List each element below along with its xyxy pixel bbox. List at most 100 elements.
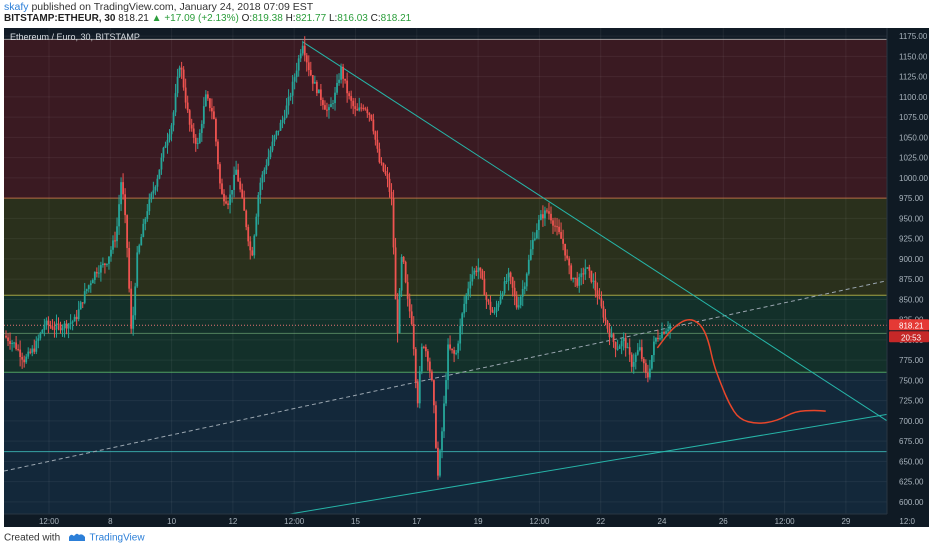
x-tick-label: 10	[167, 517, 176, 526]
x-tick-label: 29	[841, 517, 850, 526]
candle-body	[636, 350, 639, 355]
candle-body	[164, 145, 167, 148]
candle-body	[447, 344, 449, 381]
candle-body	[578, 277, 581, 286]
candle-body	[243, 197, 246, 211]
candle-body	[233, 174, 235, 191]
price-chart[interactable]: 600.00 625.00 650.00 675.00 700.00 725.00 750.…	[4, 28, 929, 527]
candle-body	[142, 223, 145, 237]
candle-body	[402, 256, 405, 262]
candle-body	[370, 114, 373, 120]
y-tick-label: 925.00	[899, 235, 924, 244]
y-tick-label: 700.00	[899, 417, 924, 426]
candle-body	[202, 106, 205, 124]
tradingview-brand[interactable]: TradingView	[89, 532, 145, 544]
candle-body	[130, 288, 133, 329]
x-tick-label: 12:00	[39, 517, 60, 526]
candle-body	[386, 173, 389, 179]
x-tick-label: 15	[351, 517, 360, 526]
candle-body	[544, 210, 546, 219]
candle-body	[35, 340, 38, 352]
resistance-trendline	[302, 41, 888, 422]
y-tick-label: 675.00	[899, 437, 924, 446]
candle-body	[200, 123, 203, 133]
candle-body	[487, 299, 490, 302]
published-text: published on TradingView.com, January 24…	[31, 1, 314, 13]
candle-body	[590, 270, 593, 282]
candle-body	[57, 323, 60, 325]
candle-body	[132, 315, 135, 329]
projection-curve	[656, 319, 826, 424]
candle-body	[634, 354, 637, 362]
candle-body	[628, 347, 631, 355]
candle-body	[118, 204, 120, 227]
candle-body	[612, 334, 615, 343]
support-trendline	[289, 413, 888, 515]
created-with-text: Created with	[4, 532, 61, 544]
candle-body	[483, 278, 486, 296]
candle-body	[469, 281, 472, 289]
candle-body	[285, 105, 288, 118]
zone-band-1	[4, 198, 887, 296]
candle-body	[194, 137, 197, 144]
candle-body	[198, 132, 201, 144]
candle-body	[441, 431, 443, 451]
candle-body	[344, 78, 347, 81]
candle-body	[51, 326, 54, 329]
candle-body	[566, 255, 569, 259]
candle-body	[293, 77, 296, 82]
candle-body	[632, 361, 635, 367]
publisher-link[interactable]: skafy	[4, 1, 29, 13]
candle-body	[465, 294, 468, 304]
candle-body	[665, 331, 667, 334]
candle-body	[507, 272, 510, 281]
candle-body	[651, 355, 653, 369]
candle-body	[97, 272, 100, 274]
candle-body	[610, 334, 613, 338]
candle-body	[420, 346, 423, 372]
y-tick-label: 1000.00	[899, 174, 928, 183]
candle-body	[342, 66, 344, 79]
candle-body	[39, 333, 42, 339]
candle-body	[350, 96, 353, 101]
candle-body	[588, 267, 591, 271]
candle-body	[489, 301, 492, 310]
chart-frame[interactable]: 600.00 625.00 650.00 675.00 700.00 725.00 750.…	[4, 28, 929, 527]
candle-body	[75, 316, 78, 320]
candle-body	[172, 112, 175, 126]
y-tick-label: 850.00	[899, 295, 924, 304]
footer: Created with TradingView	[4, 532, 145, 544]
candle-body	[301, 45, 304, 54]
x-tick-label: 26	[719, 517, 728, 526]
candle-body	[281, 119, 284, 123]
candle-body	[394, 247, 397, 300]
candle-body	[108, 256, 110, 264]
candle-body	[291, 81, 294, 96]
x-tick-label: 19	[474, 517, 483, 526]
candle-body	[463, 303, 466, 314]
candle-body	[15, 342, 18, 350]
y-tick-label: 950.00	[899, 214, 924, 223]
candle-body	[63, 323, 66, 329]
candle-body	[221, 183, 223, 194]
candle-body	[537, 219, 540, 231]
candle-body	[424, 347, 427, 352]
candle-body	[289, 95, 292, 97]
candle-body	[622, 337, 625, 342]
candle-body	[180, 67, 183, 70]
candle-body	[580, 273, 583, 278]
candle-body	[334, 92, 336, 104]
candle-body	[71, 321, 74, 323]
candle-body	[640, 347, 643, 359]
price-change: +17.09 (+2.13%)	[164, 13, 239, 24]
candle-body	[324, 105, 326, 110]
candle-body	[208, 98, 211, 108]
candle-body	[237, 169, 240, 182]
candle-body	[178, 67, 181, 77]
candle-body	[560, 232, 562, 239]
candle-body	[279, 122, 282, 131]
candle-body	[368, 113, 371, 115]
candle-body	[493, 311, 496, 313]
candle-body	[620, 341, 623, 347]
candle-body	[313, 81, 316, 84]
